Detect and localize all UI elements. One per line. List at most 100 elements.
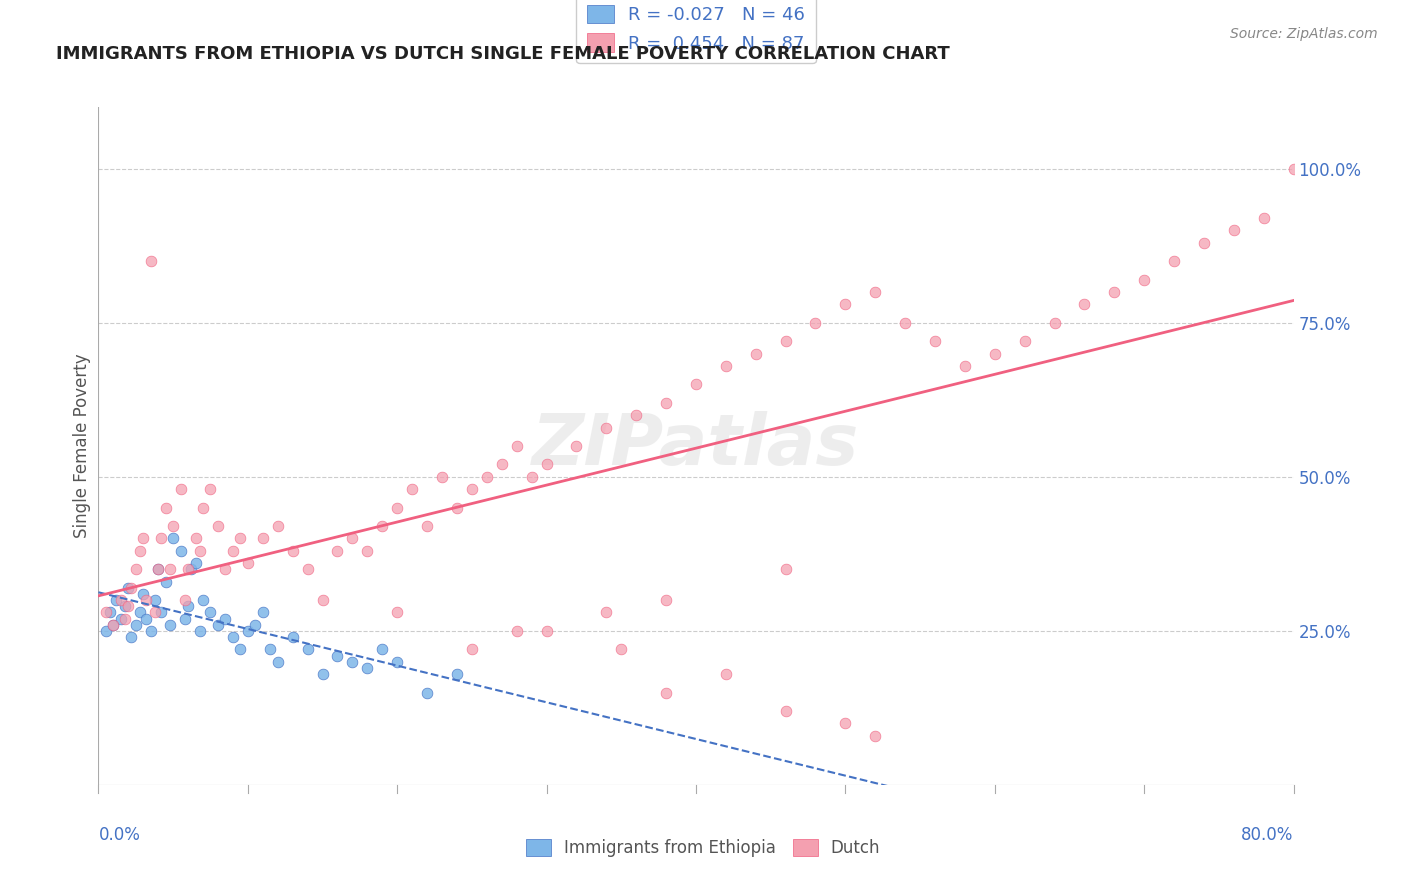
Point: [159, 617, 181, 632]
Point: [267, 655, 290, 669]
Point: [385, 500, 409, 515]
Point: [200, 482, 222, 496]
Point: [385, 655, 409, 669]
Point: [536, 458, 558, 472]
Y-axis label: Single Female Poverty: Single Female Poverty: [73, 354, 91, 538]
Point: [1192, 235, 1215, 250]
Point: [229, 642, 252, 657]
Point: [714, 359, 737, 373]
Point: [180, 562, 202, 576]
Point: [207, 617, 229, 632]
Point: [475, 470, 498, 484]
Point: [446, 667, 468, 681]
Point: [894, 316, 917, 330]
Point: [155, 574, 177, 589]
Point: [110, 611, 132, 625]
Point: [536, 624, 558, 638]
Point: [1282, 161, 1305, 176]
Point: [311, 667, 333, 681]
Point: [120, 581, 142, 595]
Point: [775, 562, 797, 576]
Point: [188, 543, 211, 558]
Point: [177, 599, 200, 614]
Point: [117, 581, 139, 595]
Point: [114, 599, 136, 614]
Point: [401, 482, 423, 496]
Point: [326, 543, 349, 558]
Point: [174, 593, 197, 607]
Point: [326, 648, 349, 663]
Point: [229, 532, 252, 546]
Point: [311, 593, 333, 607]
Point: [150, 606, 173, 620]
Point: [188, 624, 211, 638]
Point: [297, 642, 319, 657]
Point: [924, 334, 946, 349]
Point: [342, 655, 364, 669]
Point: [117, 599, 139, 614]
Point: [236, 556, 259, 570]
Point: [506, 624, 529, 638]
Point: [120, 630, 142, 644]
Point: [135, 611, 157, 625]
Point: [1163, 254, 1185, 268]
Point: [139, 254, 162, 268]
Point: [139, 624, 162, 638]
Point: [169, 482, 191, 496]
Text: 0.0%: 0.0%: [98, 826, 141, 844]
Point: [685, 377, 707, 392]
Point: [655, 685, 678, 699]
Text: ZIPatlas: ZIPatlas: [533, 411, 859, 481]
Point: [775, 704, 797, 718]
Point: [148, 562, 170, 576]
Point: [150, 532, 173, 546]
Point: [595, 606, 617, 620]
Point: [1014, 334, 1036, 349]
Point: [103, 617, 125, 632]
Point: [125, 617, 148, 632]
Point: [184, 532, 207, 546]
Point: [416, 519, 439, 533]
Point: [865, 285, 887, 299]
Point: [252, 532, 274, 546]
Point: [655, 593, 678, 607]
Point: [135, 593, 157, 607]
Point: [714, 667, 737, 681]
Point: [143, 606, 166, 620]
Point: [222, 543, 245, 558]
Point: [1253, 211, 1275, 225]
Point: [174, 611, 197, 625]
Point: [236, 624, 259, 638]
Point: [200, 606, 222, 620]
Point: [162, 532, 184, 546]
Point: [1073, 297, 1095, 311]
Point: [98, 606, 122, 620]
Point: [103, 617, 125, 632]
Point: [252, 606, 274, 620]
Point: [281, 543, 304, 558]
Point: [132, 532, 155, 546]
Point: [745, 346, 768, 360]
Point: [191, 500, 214, 515]
Point: [214, 611, 236, 625]
Point: [416, 685, 439, 699]
Point: [356, 543, 378, 558]
Point: [125, 562, 148, 576]
Point: [162, 519, 184, 533]
Point: [214, 562, 236, 576]
Point: [520, 470, 543, 484]
Point: [595, 420, 617, 434]
Text: Source: ZipAtlas.com: Source: ZipAtlas.com: [1230, 27, 1378, 41]
Point: [371, 642, 394, 657]
Point: [94, 606, 117, 620]
Point: [177, 562, 200, 576]
Point: [356, 661, 378, 675]
Point: [114, 611, 136, 625]
Point: [1104, 285, 1126, 299]
Point: [1043, 316, 1066, 330]
Point: [371, 519, 394, 533]
Point: [148, 562, 170, 576]
Text: IMMIGRANTS FROM ETHIOPIA VS DUTCH SINGLE FEMALE POVERTY CORRELATION CHART: IMMIGRANTS FROM ETHIOPIA VS DUTCH SINGLE…: [56, 45, 950, 62]
Point: [385, 606, 409, 620]
Point: [259, 642, 281, 657]
